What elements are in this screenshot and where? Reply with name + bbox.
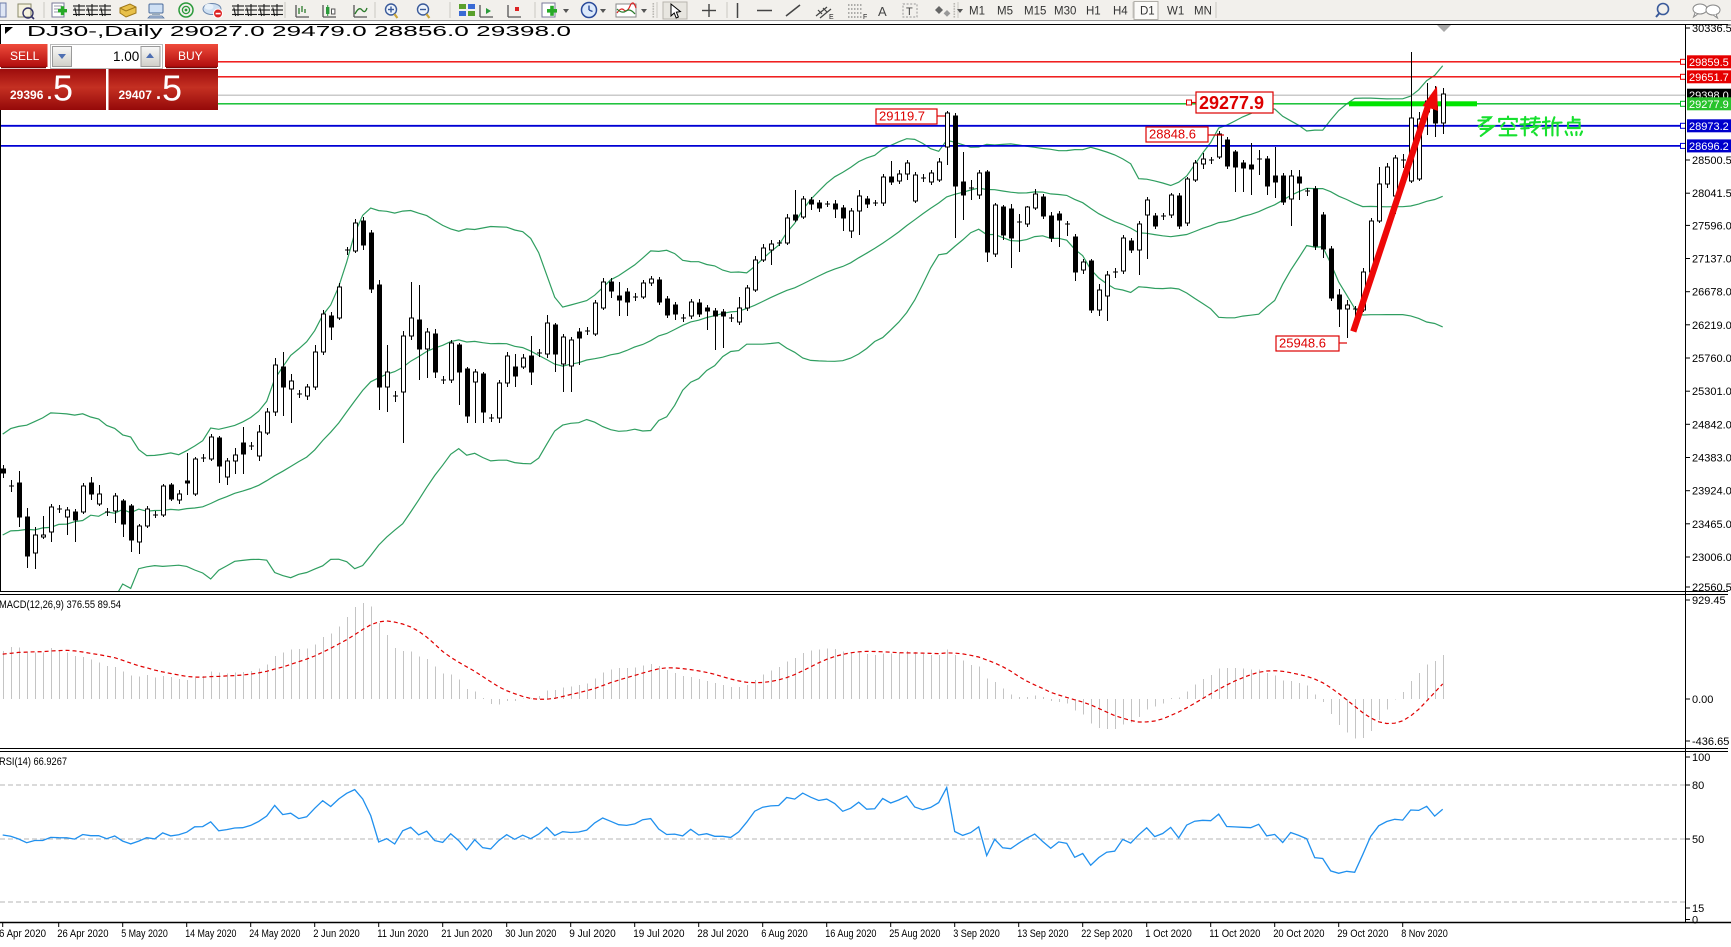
svg-text:3 Sep 2020: 3 Sep 2020 bbox=[953, 928, 1000, 940]
svg-text:5: 5 bbox=[53, 68, 73, 109]
svg-text:29396: 29396 bbox=[10, 88, 44, 102]
svg-text:26219.0: 26219.0 bbox=[1692, 320, 1731, 332]
svg-text:26678.0: 26678.0 bbox=[1692, 287, 1731, 299]
svg-text:24 May 2020: 24 May 2020 bbox=[249, 928, 300, 940]
svg-text:16 Aug 2020: 16 Aug 2020 bbox=[825, 928, 876, 940]
svg-text:29277.9: 29277.9 bbox=[1689, 99, 1729, 111]
svg-text:28500.5: 28500.5 bbox=[1692, 155, 1731, 167]
svg-text:20 Oct 2020: 20 Oct 2020 bbox=[1273, 928, 1324, 940]
svg-text:M30: M30 bbox=[1054, 6, 1076, 18]
svg-text:28041.5: 28041.5 bbox=[1692, 188, 1731, 200]
svg-text:E: E bbox=[829, 14, 834, 21]
svg-text:W1: W1 bbox=[1167, 6, 1184, 18]
svg-text:28 Jul 2020: 28 Jul 2020 bbox=[697, 928, 748, 940]
svg-text:T: T bbox=[906, 6, 913, 18]
svg-text:30336.5: 30336.5 bbox=[1692, 23, 1731, 35]
svg-text:H4: H4 bbox=[1113, 6, 1128, 18]
svg-text:29407: 29407 bbox=[119, 88, 153, 102]
svg-text:22 Sep 2020: 22 Sep 2020 bbox=[1081, 928, 1132, 940]
svg-text:MACD(12,26,9) 376.55 89.54: MACD(12,26,9) 376.55 89.54 bbox=[0, 599, 121, 611]
svg-text:BUY: BUY bbox=[178, 49, 203, 63]
svg-text:25948.6: 25948.6 bbox=[1279, 336, 1326, 351]
svg-text:0: 0 bbox=[1692, 915, 1698, 927]
svg-text:29277.9: 29277.9 bbox=[1199, 93, 1264, 113]
svg-text:100: 100 bbox=[1692, 752, 1710, 764]
svg-text:29859.5: 29859.5 bbox=[1689, 57, 1729, 69]
svg-text:M1: M1 bbox=[969, 6, 985, 18]
svg-text:0.00: 0.00 bbox=[1692, 694, 1713, 706]
svg-text:RSI(14) 66.9267: RSI(14) 66.9267 bbox=[0, 756, 67, 768]
svg-text:24842.0: 24842.0 bbox=[1692, 419, 1731, 431]
svg-text:24383.0: 24383.0 bbox=[1692, 453, 1731, 465]
svg-text:.: . bbox=[47, 83, 52, 103]
svg-text:F: F bbox=[863, 14, 867, 21]
svg-text:27137.0: 27137.0 bbox=[1692, 254, 1731, 266]
svg-text:8 Nov 2020: 8 Nov 2020 bbox=[1401, 928, 1448, 940]
svg-text:5: 5 bbox=[162, 68, 182, 109]
svg-text:6 Apr 2020: 6 Apr 2020 bbox=[0, 928, 46, 940]
svg-text:25301.0: 25301.0 bbox=[1692, 386, 1731, 398]
svg-text:23924.0: 23924.0 bbox=[1692, 486, 1731, 498]
svg-text:5 May 2020: 5 May 2020 bbox=[121, 928, 168, 940]
svg-text:23006.0: 23006.0 bbox=[1692, 552, 1731, 564]
svg-text:30 Jun 2020: 30 Jun 2020 bbox=[505, 928, 556, 940]
svg-text:29651.7: 29651.7 bbox=[1689, 72, 1729, 84]
svg-text:A: A bbox=[878, 4, 887, 19]
svg-text:50: 50 bbox=[1692, 834, 1704, 846]
svg-text:-436.65: -436.65 bbox=[1692, 736, 1729, 748]
svg-text:M15: M15 bbox=[1024, 6, 1046, 18]
svg-text:2 Jun 2020: 2 Jun 2020 bbox=[313, 928, 360, 940]
svg-text:29119.7: 29119.7 bbox=[879, 109, 925, 124]
svg-text:80: 80 bbox=[1692, 780, 1704, 792]
svg-text:15: 15 bbox=[1692, 903, 1704, 915]
svg-text:11 Oct 2020: 11 Oct 2020 bbox=[1209, 928, 1260, 940]
svg-text:25 Aug 2020: 25 Aug 2020 bbox=[889, 928, 940, 940]
svg-text:DJ30-,Daily 29027.0 29479.0 2: DJ30-,Daily 29027.0 29479.0 28856.0 2939… bbox=[27, 24, 571, 40]
svg-text:.: . bbox=[156, 83, 161, 103]
svg-text:6 Aug 2020: 6 Aug 2020 bbox=[761, 928, 808, 940]
svg-text:D1: D1 bbox=[1140, 6, 1155, 18]
svg-text:28973.2: 28973.2 bbox=[1689, 121, 1729, 133]
svg-text:28848.6: 28848.6 bbox=[1149, 127, 1196, 142]
svg-text:13 Sep 2020: 13 Sep 2020 bbox=[1017, 928, 1068, 940]
svg-text:25760.0: 25760.0 bbox=[1692, 353, 1731, 365]
svg-text:M5: M5 bbox=[997, 6, 1013, 18]
svg-text:28696.2: 28696.2 bbox=[1689, 141, 1729, 153]
svg-text:14 May 2020: 14 May 2020 bbox=[185, 928, 236, 940]
svg-text:19 Jul 2020: 19 Jul 2020 bbox=[633, 928, 684, 940]
svg-text:H1: H1 bbox=[1086, 6, 1101, 18]
svg-text:1.00: 1.00 bbox=[113, 49, 139, 64]
svg-text:11 Jun 2020: 11 Jun 2020 bbox=[377, 928, 428, 940]
svg-text:26 Apr 2020: 26 Apr 2020 bbox=[57, 928, 108, 940]
svg-text:22560.5: 22560.5 bbox=[1692, 582, 1731, 594]
svg-text:21 Jun 2020: 21 Jun 2020 bbox=[441, 928, 492, 940]
svg-text:9 Jul 2020: 9 Jul 2020 bbox=[569, 928, 616, 940]
svg-text:929.45: 929.45 bbox=[1692, 595, 1726, 607]
svg-text:MN: MN bbox=[1194, 6, 1212, 18]
svg-text:1 Oct 2020: 1 Oct 2020 bbox=[1145, 928, 1192, 940]
svg-text:27596.0: 27596.0 bbox=[1692, 220, 1731, 232]
svg-text:SELL: SELL bbox=[10, 49, 40, 63]
svg-text:23465.0: 23465.0 bbox=[1692, 519, 1731, 531]
svg-text:29 Oct 2020: 29 Oct 2020 bbox=[1337, 928, 1388, 940]
